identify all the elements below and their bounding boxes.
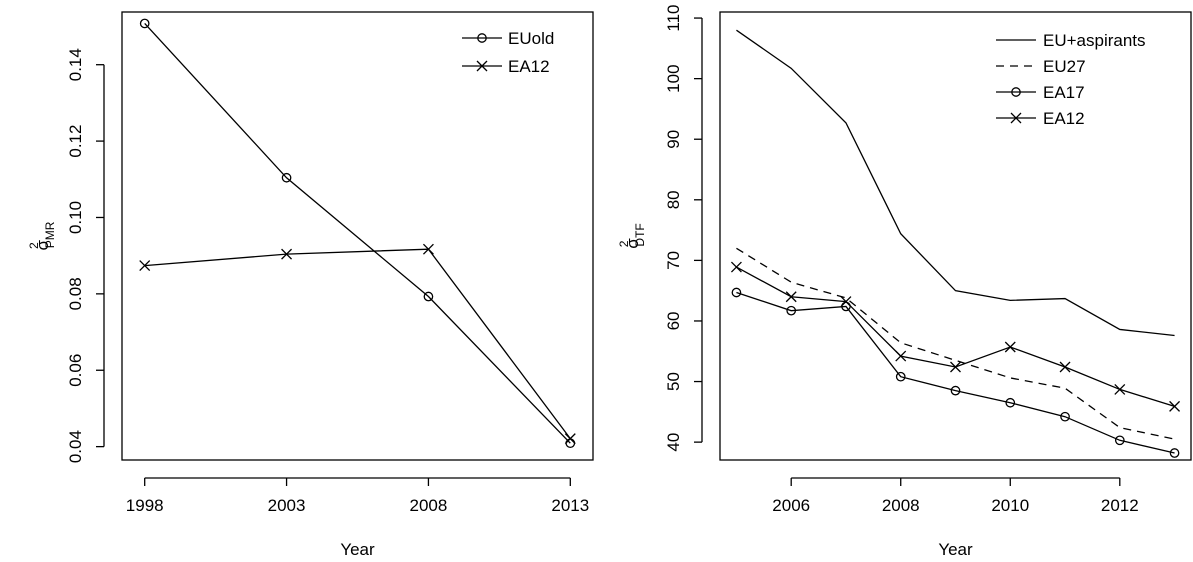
data-point	[1059, 361, 1071, 373]
legend-key-marker	[1010, 112, 1022, 124]
y-axis-title: σ2 DTF	[617, 223, 647, 249]
plot-frame	[121, 11, 594, 461]
y-tick-label: 0.14	[66, 48, 85, 81]
data-point	[950, 361, 961, 373]
legend: EU+aspirants EU27 EA17 EA12	[996, 31, 1146, 128]
data-point	[139, 18, 150, 29]
data-point	[1169, 400, 1181, 412]
legend-label: EA17	[1043, 83, 1085, 102]
data-point	[422, 243, 434, 255]
chart-pmr: 1998 2003 2008 2013 Year 0.04 0.06 0.08 0.10 0.12…	[27, 11, 594, 559]
legend-label: EU+aspirants	[1043, 31, 1146, 50]
x-axis-title: Year	[340, 540, 375, 559]
series-ea12	[730, 261, 1181, 412]
data-point	[1114, 435, 1125, 446]
y-tick-label: 0.08	[66, 277, 85, 310]
data-point	[1004, 341, 1016, 353]
plot-frame	[719, 11, 1192, 461]
data-point	[895, 371, 906, 382]
x-tick-label: 2008	[410, 496, 448, 515]
x-tick-label: 1998	[126, 496, 164, 515]
y-tick-label: 0.06	[66, 354, 85, 387]
x-axis-title: Year	[938, 540, 973, 559]
legend-key-marker	[476, 60, 488, 72]
data-point	[840, 296, 852, 308]
data-point	[1060, 411, 1070, 422]
y-tick-label: 0.04	[66, 430, 85, 463]
y-tick-label: 0.12	[66, 125, 85, 158]
data-point	[281, 172, 292, 183]
y-tick-label: 70	[664, 251, 683, 270]
legend-label: EUold	[508, 29, 554, 48]
data-point	[731, 287, 742, 298]
data-point	[1005, 397, 1016, 408]
x-tick-label: 2013	[551, 496, 589, 515]
data-point	[950, 385, 961, 396]
x-tick-label: 2008	[882, 496, 920, 515]
chart-dtf: 2006 2008 2010 2012 Year 40 50 60 70 80 90 100 110 σ2…	[617, 5, 1192, 559]
data-point	[564, 433, 576, 445]
data-point	[785, 291, 797, 303]
series-line-ea17	[736, 291, 1175, 454]
x-tick-label: 2003	[268, 496, 306, 515]
y-title-sub: DTF	[633, 223, 647, 246]
data-point	[730, 261, 742, 273]
series-line-euold	[144, 23, 571, 444]
legend-key-marker	[1011, 87, 1021, 97]
y-title-symbol: σ	[623, 238, 642, 249]
series-line-eu27	[736, 247, 1175, 440]
y-tick-label: 110	[664, 5, 683, 32]
y-tick-label: 80	[664, 190, 683, 209]
legend-key-marker	[477, 33, 487, 43]
y-tick-label: 50	[664, 372, 683, 391]
data-point	[786, 305, 797, 316]
series-line-ea12	[736, 266, 1175, 408]
y-tick-label: 60	[664, 312, 683, 331]
legend-label: EU27	[1043, 57, 1086, 76]
series-line-eu-aspirants	[736, 29, 1175, 337]
legend-label: EA12	[1043, 109, 1085, 128]
data-point	[139, 260, 151, 272]
x-tick-label: 2010	[991, 496, 1029, 515]
y-tick-label: 0.10	[66, 201, 85, 234]
y-title-sup: 2	[617, 240, 631, 247]
data-point	[423, 291, 434, 302]
y-tick-label: 40	[664, 433, 683, 452]
data-point	[281, 248, 293, 260]
series-eu-aspirants	[736, 29, 1175, 337]
y-tick-label: 90	[664, 130, 683, 149]
y-title-symbol: σ	[33, 239, 52, 250]
y-axis-title: σ2 PMR	[27, 221, 57, 250]
x-tick-label: 2006	[772, 496, 810, 515]
y-title-sub: PMR	[43, 221, 57, 248]
data-point	[1114, 383, 1126, 395]
y-title-sup: 2	[27, 242, 41, 249]
legend: EUold EA12	[462, 29, 554, 76]
y-tick-label: 100	[664, 64, 683, 92]
series-ea17	[731, 287, 1180, 458]
series-line-ea12	[144, 248, 571, 440]
data-point	[1169, 448, 1180, 458]
series-eu27	[736, 247, 1175, 440]
x-tick-label: 2012	[1101, 496, 1139, 515]
data-point	[895, 350, 907, 362]
legend-label: EA12	[508, 57, 550, 76]
series-ea12	[139, 243, 576, 445]
series-euold	[139, 18, 576, 449]
